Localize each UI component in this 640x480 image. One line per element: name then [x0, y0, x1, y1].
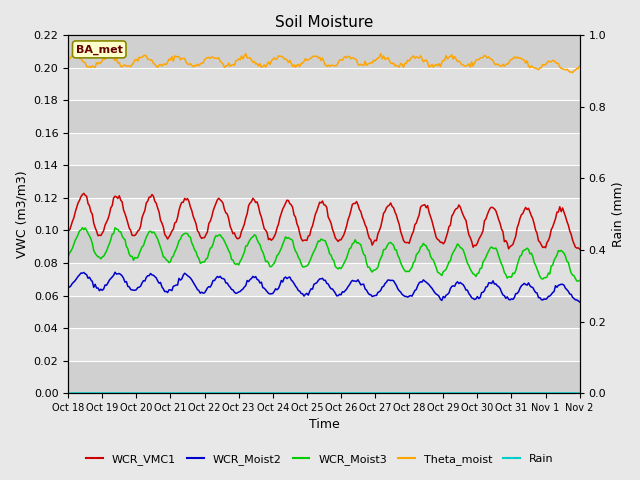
Bar — [68, 100, 580, 133]
Title: Soil Moisture: Soil Moisture — [275, 15, 373, 30]
Legend: WCR_VMC1, WCR_Moist2, WCR_Moist3, Theta_moist, Rain: WCR_VMC1, WCR_Moist2, WCR_Moist3, Theta_… — [82, 450, 558, 469]
Bar — [68, 296, 580, 328]
Y-axis label: Rain (mm): Rain (mm) — [612, 181, 625, 247]
Bar — [68, 360, 580, 393]
Bar — [68, 166, 580, 198]
Bar — [68, 36, 580, 68]
Text: BA_met: BA_met — [76, 44, 123, 55]
Bar — [68, 328, 580, 360]
Bar — [68, 263, 580, 296]
Y-axis label: VWC (m3/m3): VWC (m3/m3) — [15, 170, 28, 258]
X-axis label: Time: Time — [308, 419, 339, 432]
Bar — [68, 133, 580, 166]
Bar — [68, 230, 580, 263]
Bar — [68, 68, 580, 100]
Bar — [68, 198, 580, 230]
